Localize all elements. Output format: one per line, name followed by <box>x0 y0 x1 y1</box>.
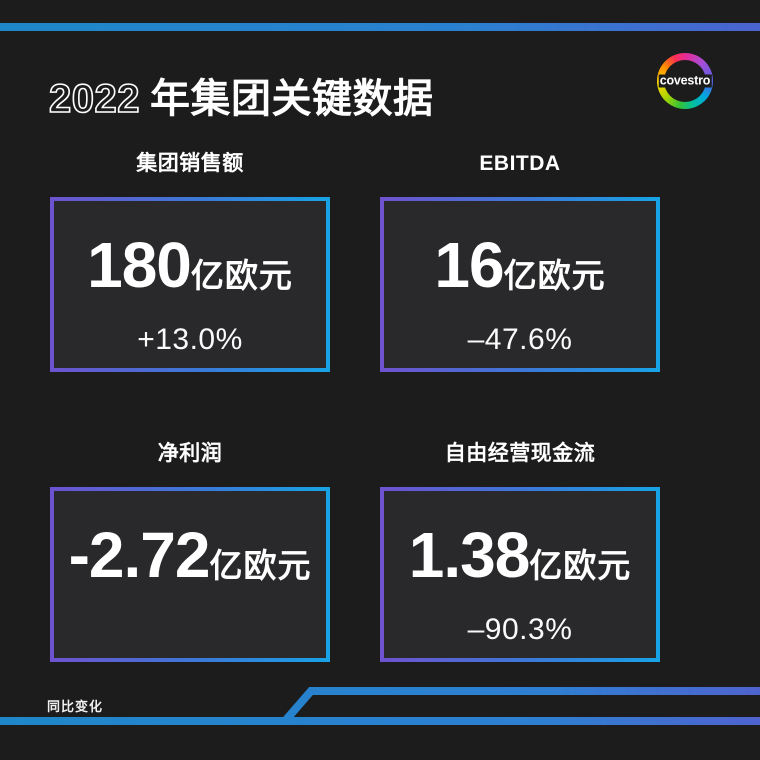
stat-unit: 亿欧元 <box>209 547 312 584</box>
stat-value-line: 1.38亿欧元 <box>384 515 656 613</box>
title-text: 年集团关键数据 <box>149 76 434 121</box>
stat-value-line: -2.72亿欧元 <box>54 515 326 613</box>
stat-unit: 亿欧元 <box>190 257 293 294</box>
stat-group-sales: 集团销售额 180亿欧元 +13.0% <box>50 152 330 372</box>
stat-card: -2.72亿欧元 <box>50 487 330 662</box>
covestro-wordmark: covestro <box>658 73 712 88</box>
stat-label: EBITDA <box>479 152 561 175</box>
stat-ebitda: EBITDA 16亿欧元 –47.6% <box>380 152 660 372</box>
stat-change: –90.3% <box>467 613 573 646</box>
stat-change: +13.0% <box>137 323 243 356</box>
stat-change: –47.6% <box>467 323 573 356</box>
stat-card: 1.38亿欧元 –90.3% <box>380 487 660 662</box>
stat-unit: 亿欧元 <box>503 257 606 294</box>
bottom-accent-lines <box>0 687 760 725</box>
stat-value: 1.38 <box>408 519 531 591</box>
stat-label: 自由经营现金流 <box>444 442 596 465</box>
stat-free-operating-cash-flow: 自由经营现金流 1.38亿欧元 –90.3% <box>380 442 660 662</box>
covestro-logo: covestro <box>657 53 713 109</box>
page-title: 2022 年集团关键数据 <box>48 76 434 122</box>
stat-unit: 亿欧元 <box>529 547 632 584</box>
stat-label: 集团销售额 <box>136 152 244 175</box>
stat-value-line: 16亿欧元 <box>384 225 656 323</box>
stat-label: 净利润 <box>157 442 223 465</box>
title-year-outline: 2022 <box>48 76 140 122</box>
yoy-change-footnote: 同比变化 <box>47 699 104 714</box>
stat-net-income: 净利润 -2.72亿欧元 <box>50 442 330 662</box>
top-accent-bar <box>0 23 760 31</box>
stat-value: 16 <box>434 229 504 301</box>
stat-card: 16亿欧元 –47.6% <box>380 197 660 372</box>
stat-card: 180亿欧元 +13.0% <box>50 197 330 372</box>
stat-value: -2.72 <box>68 519 211 591</box>
stat-value-line: 180亿欧元 <box>54 225 326 323</box>
stat-value: 180 <box>87 229 192 301</box>
